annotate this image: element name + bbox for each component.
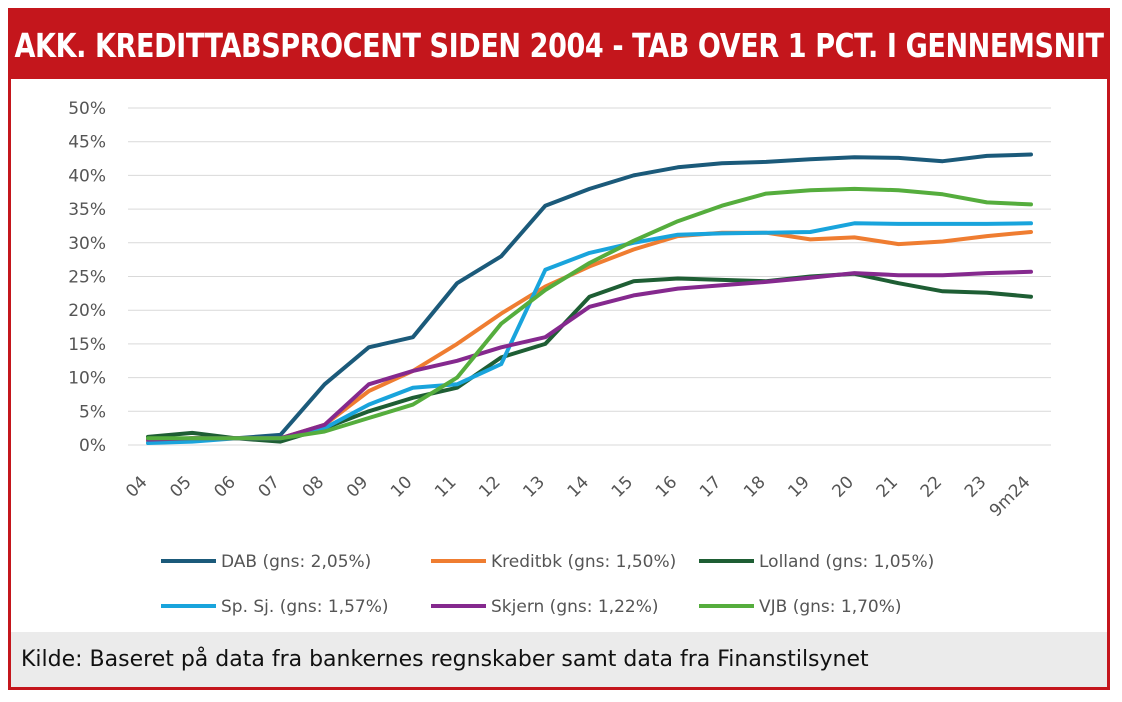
y-tick-label: 50% bbox=[68, 99, 106, 119]
x-tick-label: 16 bbox=[652, 472, 681, 501]
x-tick-label: 07 bbox=[255, 472, 284, 501]
series-line bbox=[146, 152, 1033, 444]
chart-title: AKK. KREDITTABSPROCENT SIDEN 2004 - TAB … bbox=[14, 25, 1104, 65]
source-note: Kilde: Baseret på data fra bankernes reg… bbox=[21, 647, 869, 672]
x-tick-label: 22 bbox=[917, 472, 946, 501]
legend-label: Skjern (gns: 1,22%) bbox=[491, 597, 659, 617]
x-tick-label: 06 bbox=[210, 472, 239, 501]
y-tick-label: 15% bbox=[68, 335, 106, 355]
legend-label: Sp. Sj. (gns: 1,57%) bbox=[221, 597, 389, 617]
y-tick-label: 25% bbox=[68, 268, 106, 288]
x-tick-label: 21 bbox=[873, 472, 902, 501]
x-tick-label: 04 bbox=[122, 472, 151, 501]
legend-label: Kreditbk (gns: 1,50%) bbox=[491, 552, 676, 572]
x-tick-label: 9m24 bbox=[986, 472, 1035, 521]
x-tick-label: 19 bbox=[784, 472, 813, 501]
legend: DAB (gns: 2,05%) Kreditbk (gns: 1,50%) Lol… bbox=[161, 552, 934, 617]
x-tick-label: 11 bbox=[431, 472, 460, 501]
x-tick-label: 05 bbox=[166, 472, 195, 501]
x-tick-label: 23 bbox=[961, 472, 990, 501]
y-tick-label: 45% bbox=[68, 133, 106, 153]
legend-label: VJB (gns: 1,70%) bbox=[759, 597, 902, 617]
y-tick-label: 40% bbox=[68, 166, 106, 186]
x-tick-label: 15 bbox=[608, 472, 637, 501]
x-axis-ticks: 04 05 06 07 08 09 10 11 12 13 14 15 16 17 18 19 20 21 22 23… bbox=[122, 472, 1034, 521]
legend-label: Lolland (gns: 1,05%) bbox=[759, 552, 934, 572]
x-tick-label: 17 bbox=[696, 472, 725, 501]
x-tick-label: 14 bbox=[564, 472, 593, 501]
x-tick-label: 12 bbox=[475, 472, 504, 501]
y-axis-ticks: 0% 5% 10% 15% 20% 25% 30% 35% 40% 45% 50% bbox=[68, 99, 106, 456]
y-tick-label: 5% bbox=[79, 402, 106, 422]
x-tick-label: 13 bbox=[519, 472, 548, 501]
y-tick-label: 30% bbox=[68, 234, 106, 254]
x-tick-label: 20 bbox=[828, 472, 857, 501]
series-line bbox=[146, 221, 1033, 445]
series-lines bbox=[146, 152, 1033, 445]
series-line bbox=[146, 271, 1033, 444]
series-line bbox=[146, 186, 1033, 441]
chart-header: AKK. KREDITTABSPROCENT SIDEN 2004 - TAB … bbox=[11, 11, 1107, 79]
x-tick-label: 09 bbox=[343, 472, 372, 501]
line-chart: 0% 5% 10% 15% 20% 25% 30% 35% 40% 45% 50% 04 05 06 07… bbox=[68, 99, 1051, 617]
legend-label: DAB (gns: 2,05%) bbox=[221, 552, 371, 572]
source-footer: Kilde: Baseret på data fra bankernes reg… bbox=[11, 632, 1107, 687]
chart-frame: AKK. KREDITTABSPROCENT SIDEN 2004 - TAB … bbox=[8, 8, 1110, 690]
y-tick-label: 20% bbox=[68, 301, 106, 321]
x-tick-label: 18 bbox=[740, 472, 769, 501]
y-tick-label: 10% bbox=[68, 369, 106, 389]
x-tick-label: 08 bbox=[299, 472, 328, 501]
y-tick-label: 35% bbox=[68, 200, 106, 220]
series-line bbox=[146, 269, 1033, 442]
y-tick-label: 0% bbox=[79, 436, 106, 456]
x-tick-label: 10 bbox=[387, 472, 416, 501]
